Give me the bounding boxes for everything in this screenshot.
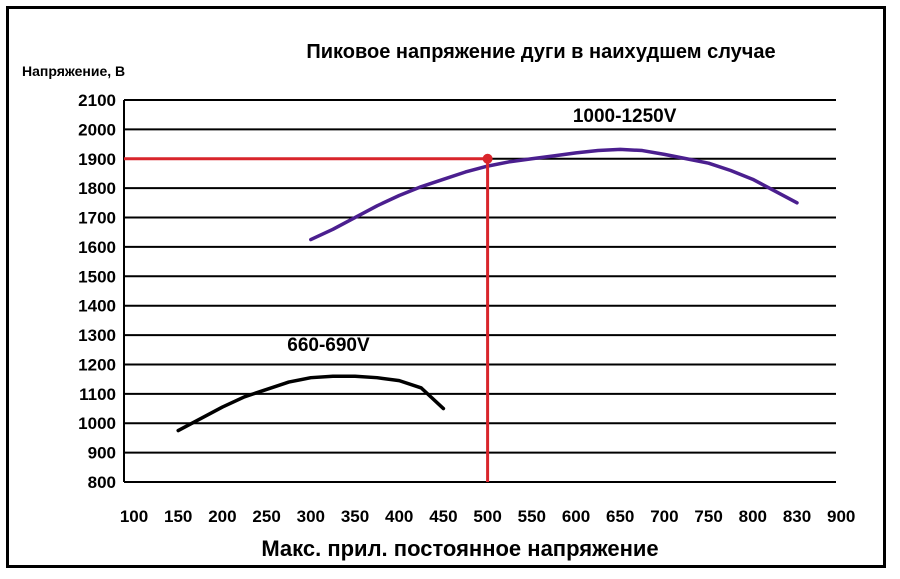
- y-tick-1300: 1300: [78, 326, 116, 345]
- x-tick-300: 300: [297, 507, 325, 526]
- y-tick-900: 900: [88, 444, 116, 463]
- x-tick-550: 550: [518, 507, 546, 526]
- series-label-0: 660-690V: [287, 335, 370, 356]
- x-tick-250: 250: [252, 507, 280, 526]
- x-tick-450: 450: [429, 507, 457, 526]
- y-tick-2000: 2000: [78, 120, 116, 139]
- x-tick-500: 500: [473, 507, 501, 526]
- y-tick-1800: 1800: [78, 179, 116, 198]
- y-tick-1900: 1900: [78, 150, 116, 169]
- series-line-0: [176, 374, 446, 433]
- marker-point: [482, 153, 493, 164]
- y-tick-1600: 1600: [78, 238, 116, 257]
- x-tick-830: 830: [783, 507, 811, 526]
- chart-title: Пиковое напряжение дуги в наихудшем случ…: [306, 41, 775, 63]
- series-labels: 660-690V 1000-1250V: [287, 106, 676, 356]
- x-tick-100: 100: [120, 507, 148, 526]
- x-tick-900: 900: [827, 507, 855, 526]
- x-tick-600: 600: [562, 507, 590, 526]
- y-tick-1100: 1100: [79, 385, 116, 404]
- x-tick-400: 400: [385, 507, 413, 526]
- grid-lines: [123, 99, 836, 483]
- x-tick-750: 750: [694, 507, 722, 526]
- x-axis-label: Макс. прил. постоянное напряжение: [261, 536, 658, 561]
- x-tick-350: 350: [341, 507, 369, 526]
- x-tick-200: 200: [208, 507, 236, 526]
- y-tick-1700: 1700: [78, 209, 116, 228]
- y-tick-2100: 2100: [78, 91, 116, 110]
- reference-marker: [124, 153, 493, 482]
- y-tick-1200: 1200: [78, 355, 116, 374]
- series-label-1: 1000-1250V: [573, 106, 677, 127]
- series-lines: [176, 147, 799, 433]
- x-tick-650: 650: [606, 507, 634, 526]
- y-tick-1400: 1400: [78, 297, 116, 316]
- y-tick-1000: 1000: [78, 414, 116, 433]
- x-tick-800: 800: [739, 507, 767, 526]
- y-tick-labels: 800 900 1000 1100 1200 1300 1400 1500 1600 1700 18…: [78, 91, 116, 492]
- x-tick-labels: 100 150 200 250 300 350 400 450 500 550 600 650 700 7…: [120, 507, 856, 526]
- y-tick-800: 800: [88, 473, 116, 492]
- y-tick-1500: 1500: [78, 267, 116, 286]
- x-tick-150: 150: [164, 507, 192, 526]
- y-axis-label: Напряжение, В: [22, 63, 125, 79]
- x-tick-700: 700: [650, 507, 678, 526]
- series-line-1: [309, 147, 799, 242]
